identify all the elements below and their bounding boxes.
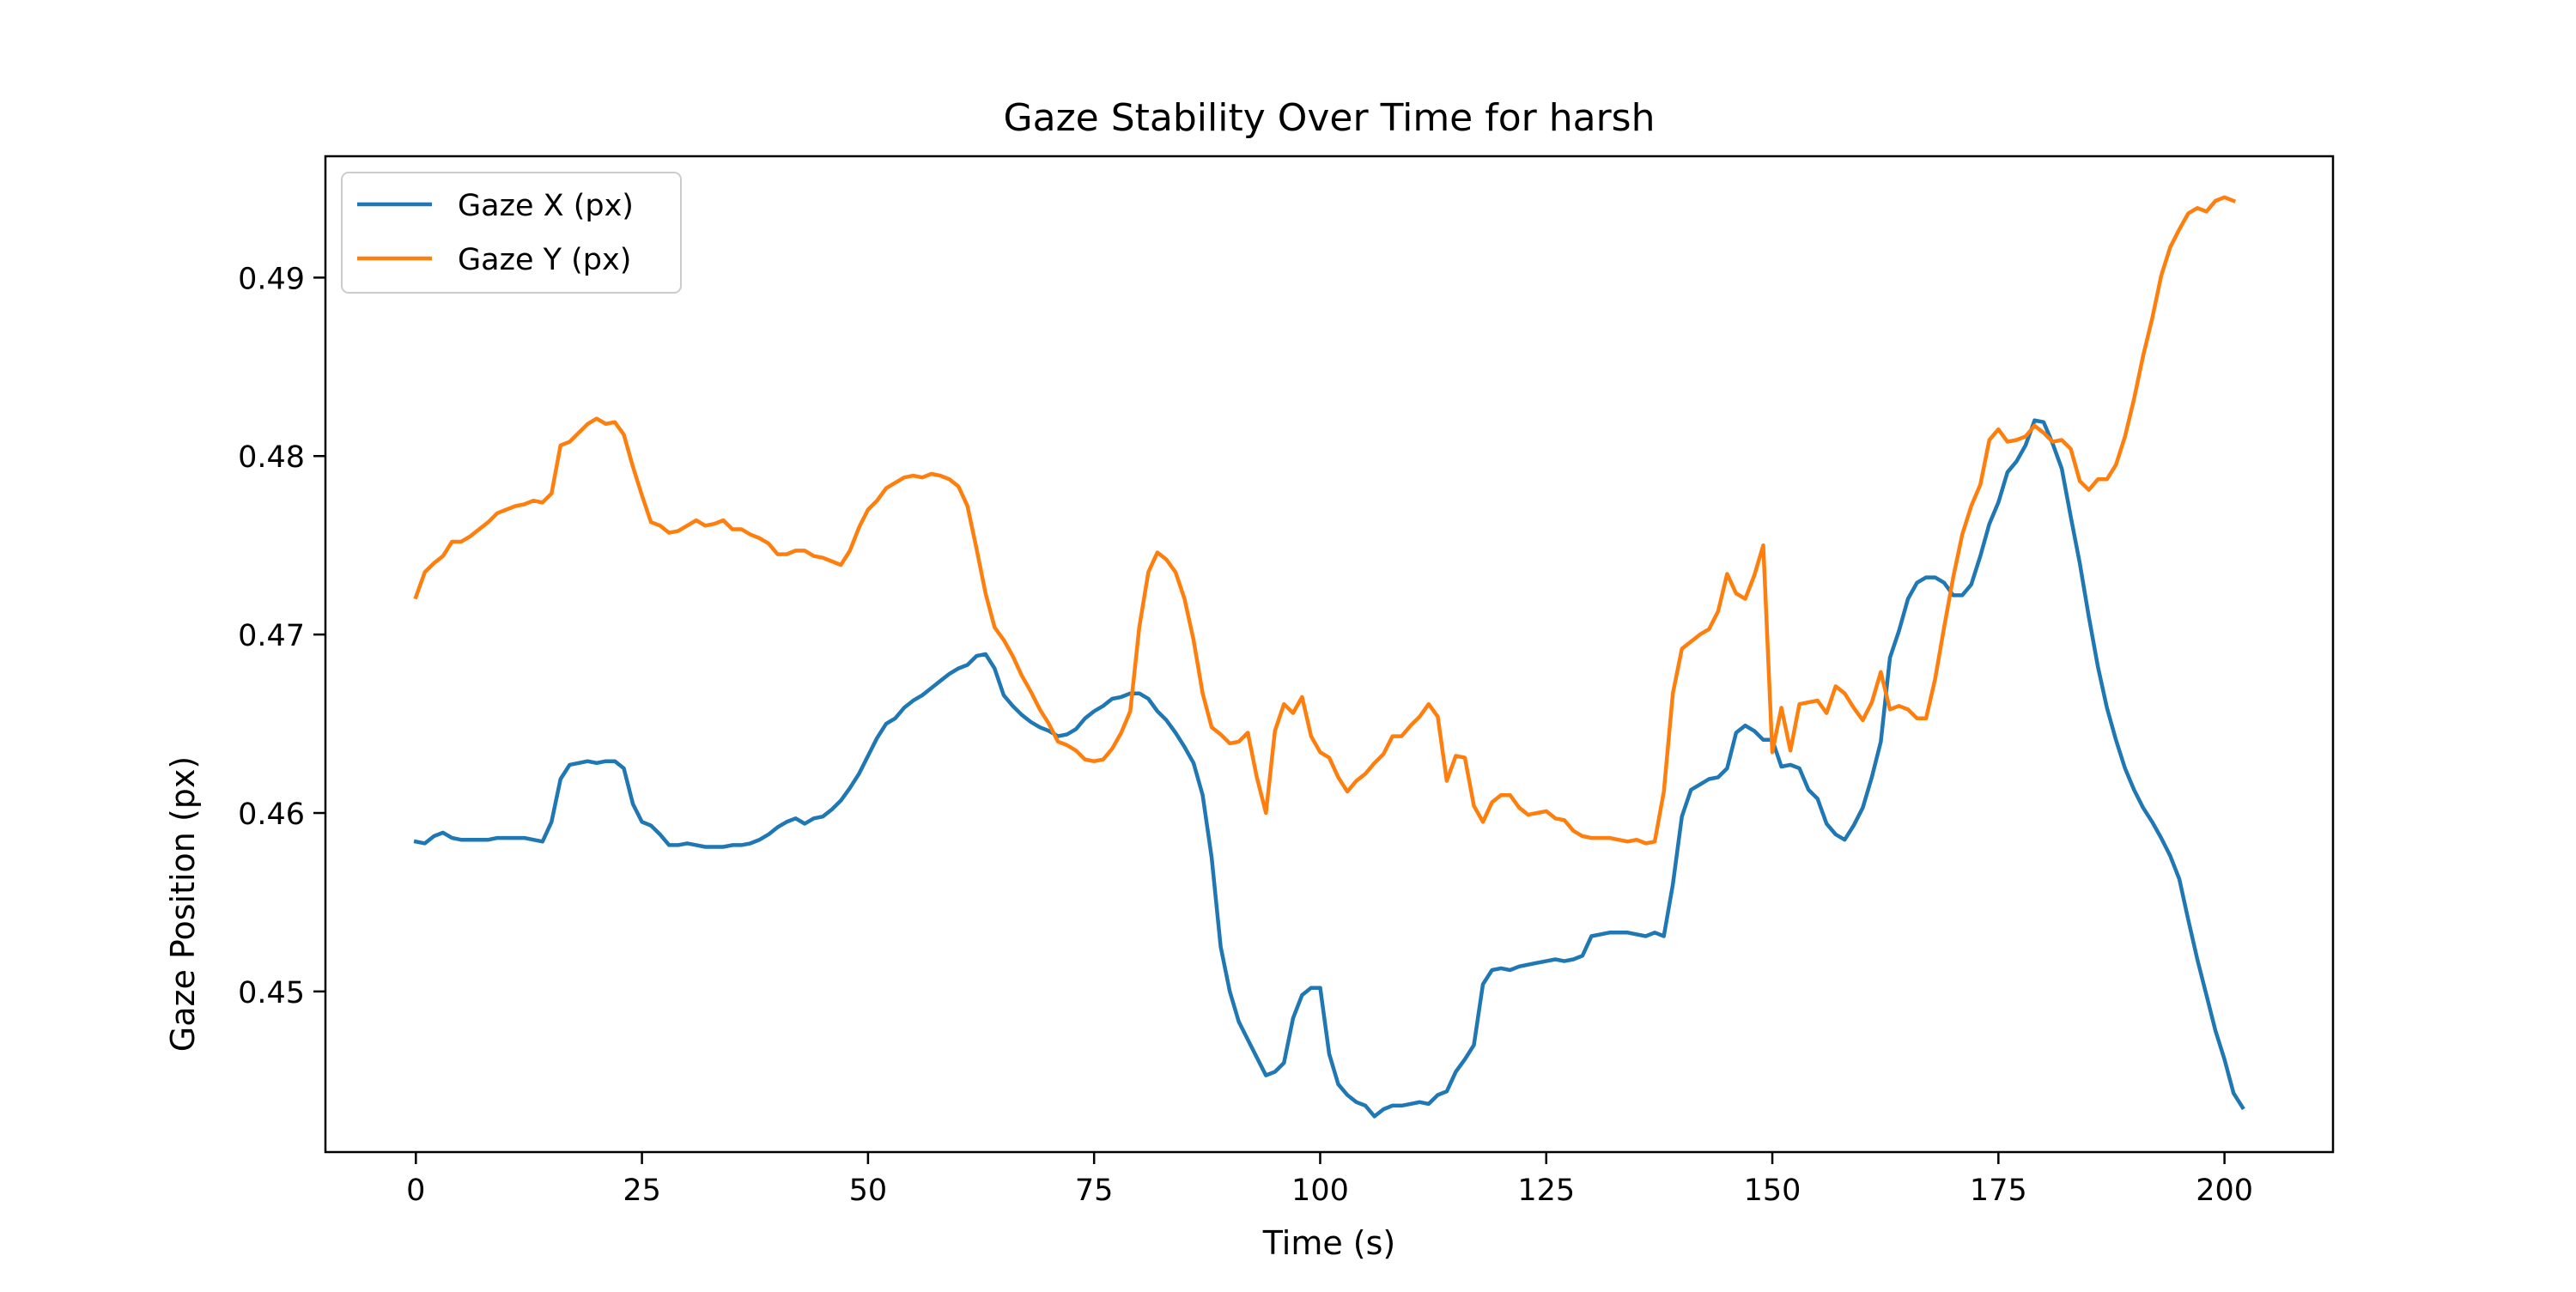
y-axis-label: Gaze Position (px) bbox=[164, 756, 202, 1052]
x-tick-label: 75 bbox=[1075, 1174, 1114, 1208]
x-tick-label: 175 bbox=[1970, 1174, 2027, 1208]
legend: Gaze X (px) Gaze Y (px) bbox=[341, 172, 682, 294]
x-tick-label: 200 bbox=[2196, 1174, 2253, 1208]
x-tick-label: 150 bbox=[1744, 1174, 1801, 1208]
x-tick-label: 50 bbox=[849, 1174, 888, 1208]
y-axis-ticks: 0.45 0.46 0.47 0.48 0.49 bbox=[238, 262, 325, 1010]
legend-label: Gaze X (px) bbox=[458, 189, 634, 223]
series-line-gaze-x bbox=[413, 418, 2245, 1119]
y-tick-label: 0.48 bbox=[238, 440, 305, 475]
y-tick-label: 0.45 bbox=[238, 976, 305, 1010]
x-axis-ticks: 0 25 50 75 100 125 150 175 200 bbox=[406, 1152, 2253, 1208]
x-axis-label: Time (s) bbox=[1262, 1224, 1396, 1262]
y-tick-label: 0.49 bbox=[238, 262, 305, 296]
x-tick-label: 25 bbox=[623, 1174, 661, 1208]
series-line-gaze-y bbox=[413, 195, 2237, 846]
x-tick-label: 0 bbox=[406, 1174, 425, 1208]
chart-title: Gaze Stability Over Time for harsh bbox=[1004, 96, 1656, 140]
plot-area-frame bbox=[324, 155, 2335, 1154]
y-tick-label: 0.46 bbox=[238, 798, 305, 832]
series-lines bbox=[413, 195, 2245, 1119]
legend-label: Gaze Y (px) bbox=[458, 243, 631, 277]
x-tick-label: 125 bbox=[1517, 1174, 1575, 1208]
x-tick-label: 100 bbox=[1291, 1174, 1349, 1208]
y-tick-label: 0.47 bbox=[238, 619, 305, 653]
